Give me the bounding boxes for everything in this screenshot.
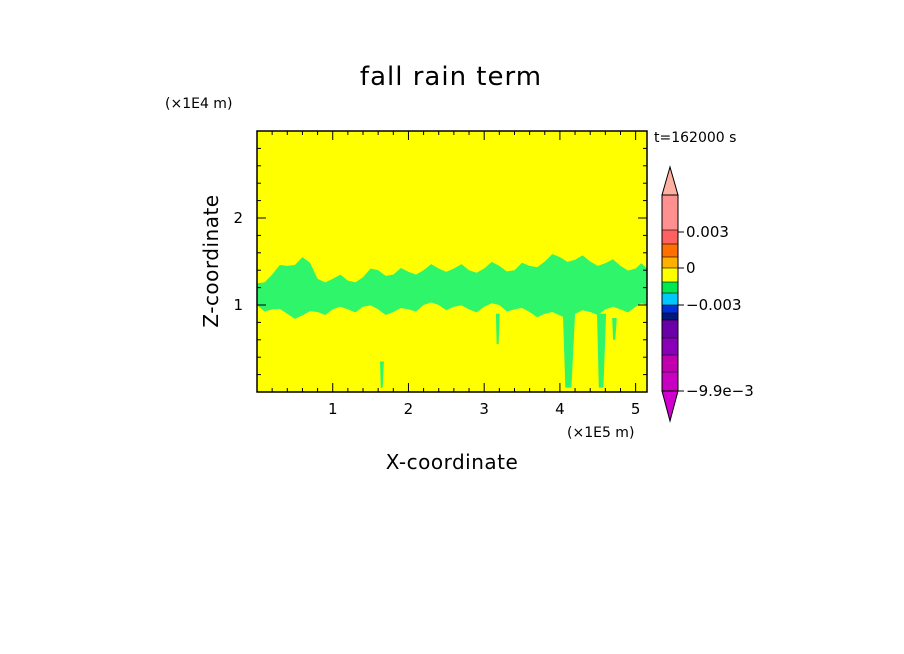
y-tick-label: 1 (233, 296, 243, 314)
plot-frame (256, 130, 648, 393)
colorbar-label: 0 (686, 259, 696, 277)
green-field-layer (257, 254, 647, 388)
time-label: t=162000 s (654, 130, 736, 146)
y-axis-label: Z-coordinate (199, 194, 223, 327)
colorbar-level (662, 355, 678, 372)
colorbar-level (662, 313, 678, 320)
y-tick-label: 2 (233, 209, 243, 227)
chart-title: fall rain term (360, 62, 542, 92)
x-tick-label: 4 (555, 400, 565, 418)
x-tick-label: 1 (328, 400, 338, 418)
colorbar-level (662, 257, 678, 268)
x-axis-label: X-coordinate (386, 450, 519, 474)
colorbar-level (662, 293, 678, 305)
x-tick-label: 2 (404, 400, 414, 418)
rain-shaft-2 (562, 313, 576, 388)
rain-shaft-1 (495, 313, 500, 345)
rain-band (257, 254, 647, 319)
y-unit-label: (×1E4 m) (165, 96, 232, 112)
colorbar-level (662, 372, 678, 391)
colorbar-level (662, 244, 678, 257)
ticks-layer (257, 131, 647, 392)
colorbar-arrow-bottom (661, 390, 679, 423)
rain-shaft-3 (597, 313, 607, 388)
colorbar-arrow-top (661, 165, 679, 196)
colorbar-label: −0.003 (686, 296, 742, 314)
colorbar-label: −9.9e−3 (686, 382, 754, 400)
x-tick-label: 5 (631, 400, 641, 418)
colorbar-label: 0.003 (686, 223, 729, 241)
colorbar-level (662, 268, 678, 282)
x-tick-label: 3 (479, 400, 489, 418)
colorbar-level (662, 338, 678, 355)
plot-area (256, 130, 648, 393)
colorbar-level (662, 282, 678, 293)
colorbar: 0.003 0 −0.003 −9.9e−3 (661, 165, 754, 423)
rain-shaft-4 (612, 318, 617, 340)
colorbar-level (662, 230, 678, 244)
colorbar-level (662, 195, 678, 230)
rain-shaft-0 (380, 361, 384, 388)
x-unit-label: (×1E5 m) (567, 425, 634, 441)
colorbar-level (662, 320, 678, 338)
colorbar-level (662, 305, 678, 313)
